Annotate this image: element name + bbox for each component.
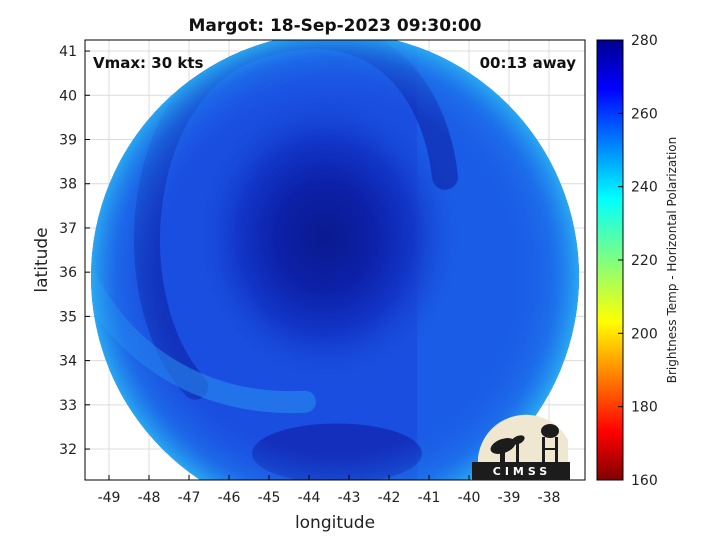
x-tick-label: -43: [338, 490, 361, 506]
x-tick-label: -41: [418, 490, 441, 506]
colorbar-tick-label: 260: [631, 106, 658, 122]
y-tick-label: 39: [59, 132, 77, 148]
y-tick-label: 33: [59, 398, 77, 414]
y-tick-label: 40: [59, 88, 77, 104]
x-tick-label: -44: [298, 490, 321, 506]
x-tick-label: -42: [378, 490, 401, 506]
y-tick-label: 41: [59, 44, 77, 60]
vmax-annotation: Vmax: 30 kts: [93, 54, 203, 72]
swath-edge: [91, 40, 579, 480]
x-tick-label: -40: [458, 490, 481, 506]
plot-frame: [84, 39, 586, 481]
y-axis-label: latitude: [32, 227, 52, 292]
y-axis-ticks: 32 33 34 35 36 37 38 39 40 41: [59, 44, 90, 458]
logo-text: CIMSS: [493, 465, 551, 478]
y-tick-label: 37: [59, 221, 77, 237]
colorbar-label: Brightness Temp - Horizontal Polarizatio…: [665, 137, 679, 384]
x-axis-ticks: -49 -48 -47 -46 -45 -44 -43 -42 -41 -40 -39 -38: [98, 475, 561, 506]
satellite-dish-icon: [490, 435, 525, 462]
x-axis-label: longitude: [295, 513, 375, 533]
x-tick-label: -48: [138, 490, 161, 506]
colorbar-ticks: 160 180 200 220 240 260 280: [618, 33, 658, 489]
x-tick-label: -46: [218, 490, 241, 506]
colorbar-tick-label: 240: [631, 180, 658, 196]
y-tick-label: 34: [59, 354, 77, 370]
x-tick-label: -49: [98, 490, 121, 506]
logo-banner: [472, 462, 570, 480]
cimss-logo: CIMSS: [472, 414, 570, 480]
colorbar-tick-label: 180: [631, 400, 658, 416]
x-tick-label: -45: [258, 490, 281, 506]
x-tick-label: -39: [498, 490, 521, 506]
x-tick-label: -47: [178, 490, 201, 506]
water-tower-icon: [541, 424, 559, 462]
time-offset-annotation: 00:13 away: [480, 54, 577, 72]
colorbar: 160 180 200 220 240 260 280 Brightness Temp - …: [596, 33, 679, 489]
y-tick-label: 32: [59, 442, 77, 458]
colorbar-tick-label: 280: [631, 33, 658, 49]
y-tick-label: 35: [59, 309, 77, 325]
colorbar-tick-label: 160: [631, 473, 658, 489]
chart-title: Margot: 18-Sep-2023 09:30:00: [189, 16, 482, 36]
y-tick-label: 38: [59, 177, 77, 193]
x-tick-label: -38: [538, 490, 561, 506]
colorbar-tick-label: 220: [631, 253, 658, 269]
colorbar-tick-label: 200: [631, 326, 658, 342]
y-tick-label: 36: [59, 265, 77, 281]
